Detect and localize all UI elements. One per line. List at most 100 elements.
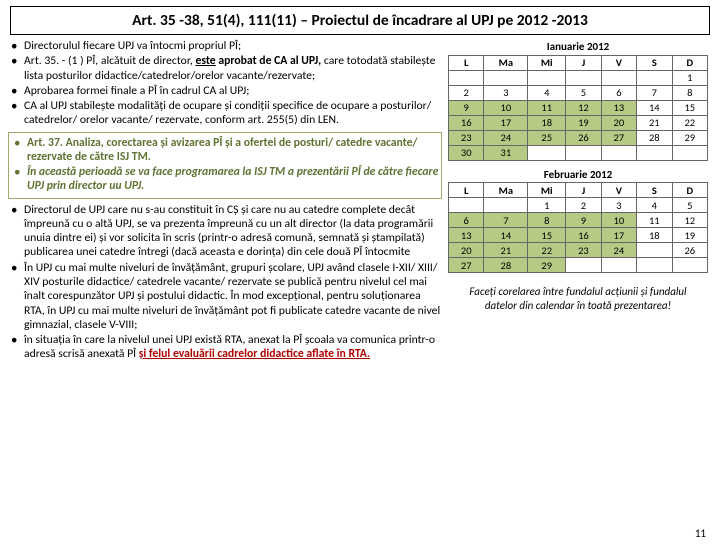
- calendar-day: 19: [672, 228, 707, 243]
- calendar-weekday: L: [449, 55, 484, 70]
- page-number: 11: [695, 527, 706, 540]
- bullet-item: în situația în care la nivelul unei UPJ …: [8, 333, 442, 362]
- calendar-day: 2: [449, 85, 484, 100]
- calendar-weekday: Mi: [528, 183, 566, 198]
- calendar-day: 18: [528, 115, 566, 130]
- calendar-day: 3: [601, 198, 636, 213]
- calendar-weekday: Ma: [484, 55, 528, 70]
- calendar-day: 27: [601, 130, 636, 145]
- calendar-weekday: J: [566, 55, 601, 70]
- calendar-weekday: D: [672, 183, 707, 198]
- calendar-day: 10: [601, 213, 636, 228]
- calendar-day: [484, 70, 528, 85]
- calendar-day: [528, 70, 566, 85]
- calendar-day: 23: [449, 130, 484, 145]
- bullet-item: Directorulul fiecare UPJ va întocmi prop…: [8, 39, 442, 53]
- calendar-day: [601, 145, 636, 160]
- calendar-day: [637, 258, 672, 273]
- calendar-day: 12: [566, 100, 601, 115]
- bullet-item: În UPJ cu mai multe niveluri de învățămâ…: [8, 261, 442, 332]
- calendar-day: 13: [601, 100, 636, 115]
- calendar-day: 28: [484, 258, 528, 273]
- calendar-day: 3: [484, 85, 528, 100]
- calendar-day: [484, 198, 528, 213]
- calendar-day: 9: [449, 100, 484, 115]
- calendar-day: 15: [672, 100, 707, 115]
- calendar-day: 26: [672, 243, 707, 258]
- bullet-item: Art. 35. - (1 ) PÎ, alcătuit de director…: [8, 54, 442, 83]
- calendar-weekday: V: [601, 55, 636, 70]
- calendar-day: [566, 145, 601, 160]
- calendar-weekday: J: [566, 183, 601, 198]
- calendar-day: [566, 258, 601, 273]
- calendar-day: [528, 145, 566, 160]
- calendar-day: [601, 70, 636, 85]
- calendar-day: 25: [528, 130, 566, 145]
- calendar-day: 31: [484, 145, 528, 160]
- calendar-day: 14: [637, 100, 672, 115]
- calendar-day: 12: [672, 213, 707, 228]
- calendar-day: 22: [528, 243, 566, 258]
- calendar-day: [637, 70, 672, 85]
- calendars: Ianuarie 2012LMaMiJVSD123456789101112131…: [448, 39, 708, 273]
- calendar-day: 20: [449, 243, 484, 258]
- calendar-day: 5: [566, 85, 601, 100]
- calendar-weekday: Ma: [484, 183, 528, 198]
- calendar-table: Februarie 2012LMaMiJVSD12345678910111213…: [448, 167, 708, 274]
- bullet-item: Directorul de UPJ care nu s-au constitui…: [8, 203, 442, 260]
- calendar-day: 7: [484, 213, 528, 228]
- bullet-item: Aprobarea formei finale a PÎ în cadrul C…: [8, 84, 442, 98]
- calendar-day: 5: [672, 198, 707, 213]
- calendar-table: Ianuarie 2012LMaMiJVSD123456789101112131…: [448, 39, 708, 161]
- calendar-day: 24: [484, 130, 528, 145]
- bullet-item: Art. 37. Analiza, corectarea și avizarea…: [11, 136, 439, 165]
- calendar-weekday: D: [672, 55, 707, 70]
- calendar-day: [601, 258, 636, 273]
- calendar-weekday: V: [601, 183, 636, 198]
- calendar-weekday: L: [449, 183, 484, 198]
- calendar-day: 15: [528, 228, 566, 243]
- calendar-day: 21: [637, 115, 672, 130]
- calendar-day: 13: [449, 228, 484, 243]
- calendar-day: [672, 258, 707, 273]
- calendar-day: 9: [566, 213, 601, 228]
- calendar-day: 1: [672, 70, 707, 85]
- calendar-day: 24: [601, 243, 636, 258]
- side-note: Faceți corelarea între fundalul acțiunii…: [448, 279, 708, 313]
- calendar-day: 2: [566, 198, 601, 213]
- calendar-month: Ianuarie 2012: [449, 39, 708, 55]
- bullet-list-c: Directorul de UPJ care nu s-au constitui…: [8, 203, 442, 362]
- calendar-weekday: S: [637, 183, 672, 198]
- green-box: Art. 37. Analiza, corectarea și avizarea…: [8, 132, 442, 199]
- bullet-list-a: Directorulul fiecare UPJ va întocmi prop…: [8, 39, 442, 128]
- calendar-day: 14: [484, 228, 528, 243]
- calendar-day: 6: [601, 85, 636, 100]
- calendar-day: 27: [449, 258, 484, 273]
- calendar-day: 16: [566, 228, 601, 243]
- calendar-day: 18: [637, 228, 672, 243]
- calendar-day: 20: [601, 115, 636, 130]
- content-row: Directorulul fiecare UPJ va întocmi prop…: [0, 39, 720, 363]
- calendar-day: 16: [449, 115, 484, 130]
- calendar-day: 29: [528, 258, 566, 273]
- calendar-day: [566, 70, 601, 85]
- bullet-list-b: Art. 37. Analiza, corectarea și avizarea…: [11, 136, 439, 194]
- calendar-day: 7: [637, 85, 672, 100]
- calendar-day: 23: [566, 243, 601, 258]
- calendar-day: 30: [449, 145, 484, 160]
- calendar-day: [672, 145, 707, 160]
- calendar-day: 4: [637, 198, 672, 213]
- right-column: Ianuarie 2012LMaMiJVSD123456789101112131…: [448, 39, 708, 363]
- bullet-item: CA al UPJ stabilește modalități de ocupa…: [8, 99, 442, 128]
- calendar-day: 8: [672, 85, 707, 100]
- calendar-day: [637, 145, 672, 160]
- calendar-day: 28: [637, 130, 672, 145]
- calendar-day: 17: [601, 228, 636, 243]
- bullet-item: În această perioadă se va face programar…: [11, 165, 439, 194]
- calendar-day: [449, 70, 484, 85]
- calendar-day: 4: [528, 85, 566, 100]
- calendar-day: [637, 243, 672, 258]
- calendar-day: 11: [637, 213, 672, 228]
- calendar-day: 29: [672, 130, 707, 145]
- calendar-day: 21: [484, 243, 528, 258]
